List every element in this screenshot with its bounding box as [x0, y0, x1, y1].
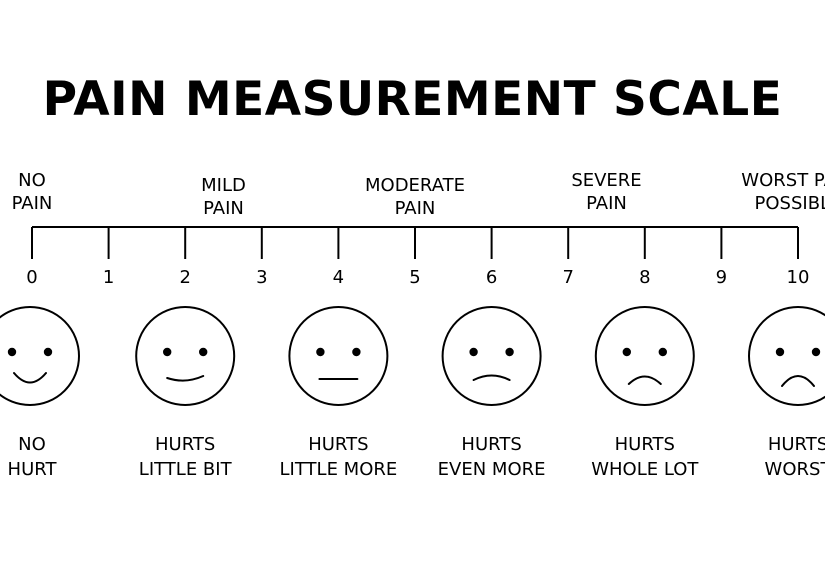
face-big-smile-icon	[0, 306, 80, 406]
face-eye	[775, 347, 785, 357]
face-eye	[622, 347, 631, 357]
face-description: HURTS EVEN MORE	[437, 434, 546, 480]
category-label: MODERATE PAIN	[365, 175, 465, 219]
face-neutral-icon	[288, 306, 389, 406]
face-outline	[135, 306, 236, 406]
face-description: HURTS WHOLE LOT	[591, 434, 699, 480]
tick-label: 7	[562, 267, 574, 288]
faces	[0, 306, 825, 406]
face-outline	[441, 306, 542, 406]
face-eye	[163, 347, 172, 357]
face-eye	[811, 347, 821, 357]
category-label: NO PAIN	[11, 170, 53, 214]
tick-label: 3	[256, 267, 268, 288]
scale-axis	[31, 226, 799, 259]
face-mouth	[627, 375, 662, 385]
tick-label: 6	[485, 267, 498, 288]
category-label: SEVERE PAIN	[571, 170, 642, 214]
face-mouth	[781, 375, 815, 387]
tick-label: 0	[26, 267, 38, 288]
face-eye	[352, 347, 361, 357]
face-description: HURTS WORST	[764, 434, 825, 480]
tick-label: 5	[409, 267, 421, 288]
tick-label: 1	[102, 267, 115, 288]
face-mouth	[13, 372, 47, 384]
face-mouth	[166, 375, 205, 382]
face-eye	[43, 347, 53, 357]
tick-label: 10	[786, 267, 810, 288]
tick-label: 8	[639, 267, 651, 288]
face-description: HURTS LITTLE BIT	[138, 434, 232, 480]
face-smile-icon	[135, 306, 236, 406]
face-eye	[505, 347, 514, 357]
face-eye	[316, 347, 325, 357]
tick-label: 9	[715, 267, 728, 288]
face-slight-frown-icon	[441, 306, 542, 406]
tick-label: 2	[179, 267, 191, 288]
face-big-frown-icon	[748, 306, 825, 406]
face-outline	[594, 306, 695, 406]
face-outline	[288, 306, 389, 406]
tick-label: 4	[332, 267, 345, 288]
face-outline	[748, 306, 825, 406]
face-eye	[658, 347, 667, 357]
face-mouth	[472, 374, 511, 381]
face-outline	[0, 306, 80, 406]
face-eye	[469, 347, 478, 357]
category-label: WORST PAIN POSSIBLE	[741, 170, 825, 214]
face-description: NO HURT	[7, 434, 57, 480]
face-description: HURTS LITTLE MORE	[279, 434, 398, 480]
category-label: MILD PAIN	[201, 175, 246, 219]
page-title: PAIN MEASUREMENT SCALE	[42, 72, 783, 127]
face-eye	[7, 347, 17, 357]
face-eye	[199, 347, 208, 357]
face-frown-icon	[594, 306, 695, 406]
